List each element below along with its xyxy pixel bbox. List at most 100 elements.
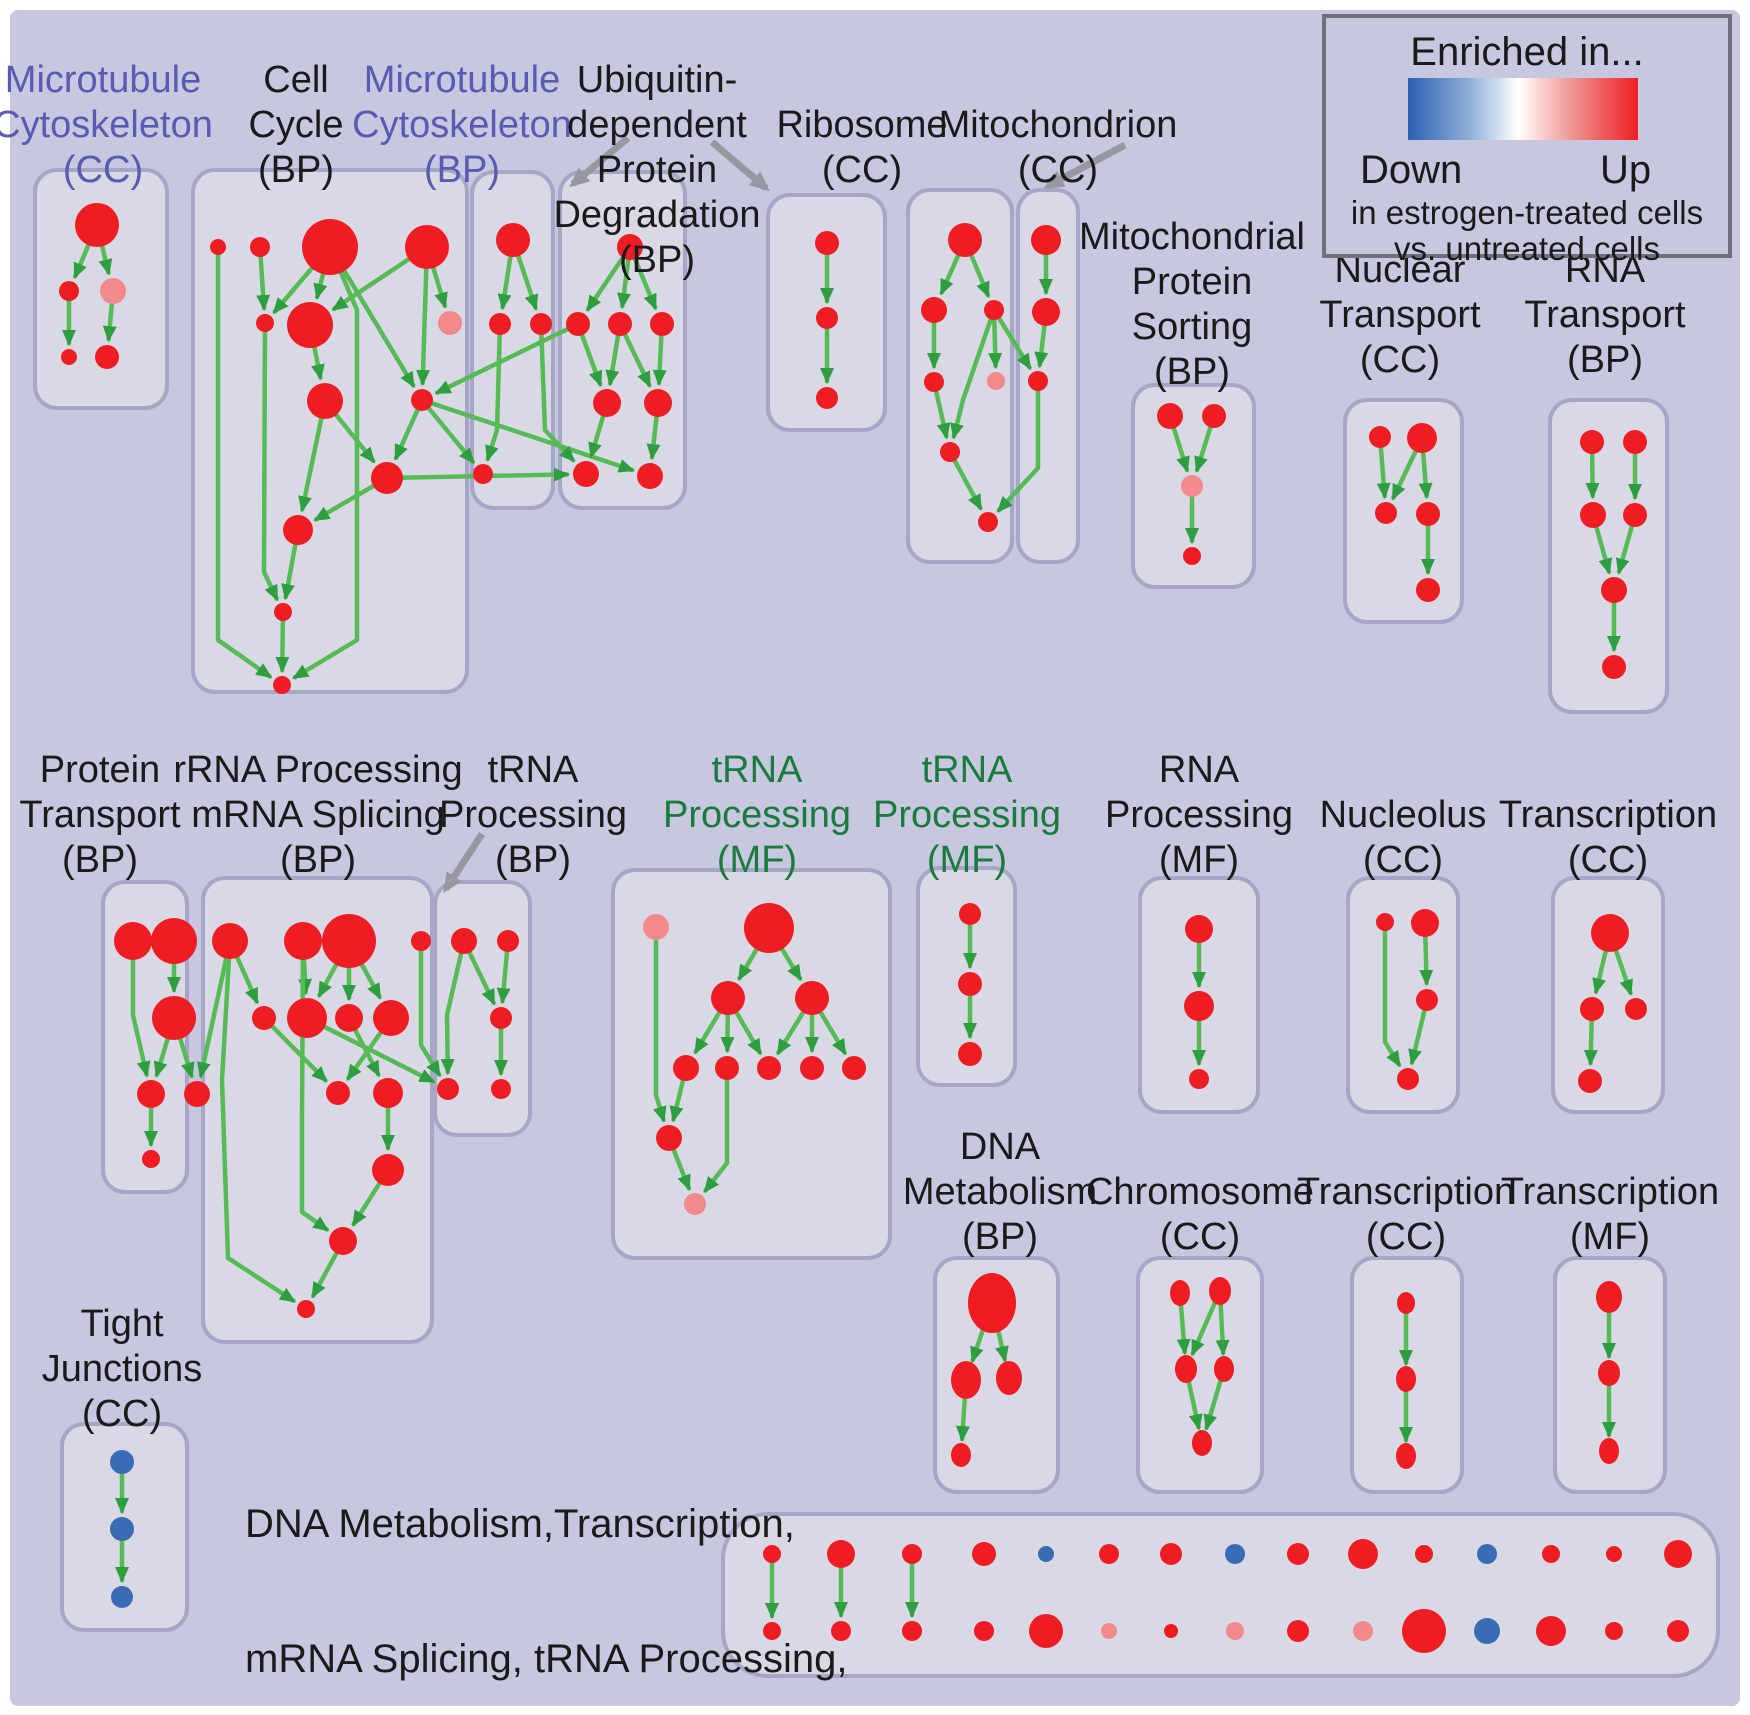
go-term-node-mt9 — [1287, 1543, 1309, 1565]
go-term-node-k4 — [137, 1080, 165, 1108]
go-term-node-mt4 — [972, 1542, 996, 1566]
edge-c2-c5 — [256, 244, 271, 311]
go-term-node-v3 — [816, 387, 838, 409]
label-pointer-arrow-1 — [569, 135, 631, 188]
go-term-node-l2 — [284, 922, 322, 960]
go-term-node-m4 — [473, 464, 493, 484]
go-term-node-v1 — [815, 231, 839, 255]
go-term-node-r5 — [987, 372, 1005, 390]
go-term-node-u1 — [617, 234, 643, 260]
network-edges — [62, 222, 1642, 1619]
go-term-node-u7 — [573, 461, 599, 487]
go-term-node-r6 — [940, 442, 960, 462]
go-term-node-a3 — [100, 278, 126, 304]
edge-c4-c9 — [416, 244, 431, 386]
go-term-node-q4 — [1397, 1068, 1419, 1090]
go-term-node-tj1 — [110, 1450, 134, 1474]
go-term-node-s3 — [1625, 998, 1647, 1020]
go-term-node-k1 — [114, 922, 152, 960]
legend-subtitle-line2: vs. untreated cells — [1394, 230, 1660, 267]
go-term-node-l3 — [322, 914, 376, 968]
go-term-node-h2 — [1202, 404, 1226, 428]
go-term-node-o3 — [958, 1042, 982, 1066]
cluster-box-ubiq — [558, 170, 687, 510]
go-term-node-mt12 — [1477, 1544, 1497, 1564]
go-term-node-h3 — [1181, 475, 1203, 497]
go-term-node-r4 — [924, 372, 944, 392]
go-term-node-l8 — [373, 1000, 409, 1036]
go-term-node-mt14 — [1606, 1546, 1622, 1562]
go-term-node-i2 — [1407, 423, 1437, 453]
go-term-node-mb7 — [1164, 1624, 1178, 1638]
go-term-node-q2 — [1411, 909, 1439, 937]
go-term-node-i1 — [1369, 426, 1391, 448]
go-term-node-h1 — [1157, 403, 1183, 429]
legend-down-label: Down — [1360, 148, 1463, 192]
cluster-box-rna-transport — [1548, 398, 1669, 714]
go-term-node-w3 — [1599, 1438, 1619, 1464]
go-term-node-l7 — [335, 1004, 363, 1032]
go-term-node-d2 — [951, 1361, 981, 1399]
go-term-node-c9 — [411, 389, 433, 411]
label-pointer-arrow-4 — [443, 832, 485, 894]
go-term-node-n8 — [800, 1056, 824, 1080]
go-term-node-a4 — [61, 349, 77, 365]
note-line: DNA Metabolism,Transcription, — [245, 1502, 795, 1546]
go-term-node-g1 — [1031, 225, 1061, 255]
go-term-node-c13 — [273, 676, 291, 694]
go-term-node-mt3 — [902, 1544, 922, 1564]
go-term-node-q1 — [1376, 913, 1394, 931]
go-term-node-m3 — [530, 313, 552, 335]
go-term-node-k5 — [142, 1150, 160, 1168]
go-term-node-u2 — [566, 312, 590, 336]
go-term-node-n4 — [795, 981, 829, 1015]
edge-c5-c12 — [261, 320, 279, 602]
go-term-node-c2 — [250, 237, 270, 257]
go-term-node-a5 — [95, 345, 119, 369]
label-pointer-arrow-3 — [1043, 141, 1127, 190]
go-term-node-o1 — [959, 903, 981, 925]
go-term-node-mt8 — [1225, 1544, 1245, 1564]
go-term-node-n9 — [842, 1056, 866, 1080]
edge-k1-k4 — [130, 938, 151, 1078]
go-term-node-d3 — [996, 1361, 1022, 1395]
go-term-node-mb11 — [1402, 1609, 1446, 1653]
go-term-node-mb9 — [1287, 1620, 1309, 1642]
go-term-node-mb4 — [974, 1621, 994, 1641]
go-term-node-c4 — [405, 225, 449, 269]
go-term-node-c1 — [210, 239, 226, 255]
go-term-node-f2 — [1396, 1366, 1416, 1392]
go-term-node-l5 — [252, 1006, 276, 1030]
go-term-node-c8 — [438, 311, 462, 335]
go-term-node-i3 — [1375, 502, 1397, 524]
go-term-node-s1 — [1591, 914, 1629, 952]
go-term-node-p3 — [1189, 1069, 1209, 1089]
legend: Enriched in... Down Up in estrogen-treat… — [1322, 14, 1732, 267]
go-term-node-j6 — [1602, 655, 1626, 679]
go-term-node-j4 — [1623, 503, 1647, 527]
go-term-node-mb12 — [1474, 1618, 1500, 1644]
go-term-node-l12 — [329, 1227, 357, 1255]
legend-up-label: Up — [1600, 148, 1652, 192]
go-term-node-t4 — [437, 1078, 459, 1100]
cluster-box-nucleolus — [1346, 876, 1460, 1114]
go-term-node-l4 — [411, 931, 431, 951]
go-term-node-d4 — [951, 1443, 971, 1467]
go-term-node-n5 — [673, 1055, 699, 1081]
go-term-node-e2 — [1209, 1277, 1231, 1305]
go-term-node-e3 — [1175, 1355, 1197, 1383]
edge-r6-r7 — [947, 449, 983, 511]
go-term-node-m2 — [489, 313, 511, 335]
go-term-node-j3 — [1580, 502, 1606, 528]
go-term-node-p2 — [1184, 991, 1214, 1021]
go-term-node-mt6 — [1099, 1544, 1119, 1564]
go-term-node-j1 — [1580, 430, 1604, 454]
edge-l1-l13 — [219, 938, 296, 1304]
edge-r3-r6 — [950, 307, 997, 440]
edge-n1-n10 — [653, 924, 667, 1123]
label-pointer-arrows — [443, 135, 1127, 894]
go-term-node-mt1 — [763, 1545, 781, 1563]
cluster-box-trna-mf1 — [611, 868, 892, 1260]
go-term-node-tj2 — [110, 1517, 134, 1541]
